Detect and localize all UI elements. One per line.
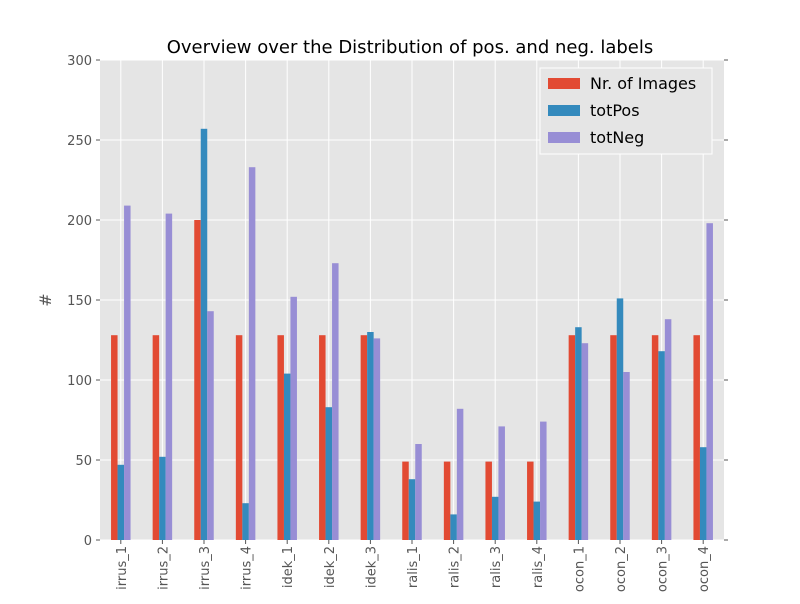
x-tick-label: ralis_3 xyxy=(489,546,504,588)
y-tick-label: 200 xyxy=(67,214,92,229)
bar-1 xyxy=(527,461,534,540)
bar-1 xyxy=(319,335,326,540)
bar-2 xyxy=(699,447,707,540)
bar-1 xyxy=(651,335,659,540)
bar-3 xyxy=(581,343,589,540)
x-tick-label: ocon_1 xyxy=(572,546,587,592)
x-tick-label: ocon_2 xyxy=(614,546,629,592)
bar-2 xyxy=(533,501,541,540)
bar-3 xyxy=(664,319,672,540)
legend: Nr. of Images totPos totNeg xyxy=(539,67,713,155)
bar-3 xyxy=(540,421,547,540)
bar-2 xyxy=(658,351,665,540)
x-tick-label: irrus_2 xyxy=(156,546,171,590)
bar-1 xyxy=(277,335,284,540)
bar-1 xyxy=(152,335,160,540)
y-tick-label: 50 xyxy=(75,454,92,469)
x-axis: irrus_1 irrus_2 irrus_3 irrus_4 idek_1 idek_2… xyxy=(115,540,712,592)
bar-3 xyxy=(373,338,381,540)
legend-label: totPos xyxy=(590,101,640,120)
x-tick-label: irrus_1 xyxy=(115,546,130,590)
chart-title: Overview over the Distribution of pos. a… xyxy=(167,37,654,58)
bars xyxy=(111,128,713,541)
bar-3 xyxy=(207,311,214,540)
bar-1 xyxy=(443,461,451,540)
x-tick-label: irrus_3 xyxy=(198,546,213,590)
bar-2 xyxy=(242,503,249,540)
bar-3 xyxy=(415,444,422,540)
y-axis: 0 50 100 150 200 250 300 xyxy=(67,54,728,549)
bar-3 xyxy=(165,213,173,540)
legend-swatch xyxy=(548,78,580,89)
x-tick-label: irrus_4 xyxy=(240,546,255,590)
legend-swatch xyxy=(548,105,580,116)
bar-2 xyxy=(450,514,457,540)
bar-3 xyxy=(498,426,505,540)
bar-1 xyxy=(235,335,243,540)
y-tick-label: 0 xyxy=(84,534,92,549)
bar-3 xyxy=(332,263,339,540)
bar-1 xyxy=(111,335,118,540)
legend-label: totNeg xyxy=(590,128,644,147)
x-tick-label: idek_1 xyxy=(281,546,296,588)
y-axis-label: # xyxy=(36,293,55,306)
bar-2 xyxy=(117,464,125,540)
legend-label: Nr. of Images xyxy=(590,74,696,93)
x-tick-label: ocon_3 xyxy=(656,546,671,592)
bar-1 xyxy=(194,220,201,540)
bar-1 xyxy=(568,335,576,540)
bar-2 xyxy=(616,298,624,540)
x-tick-label: idek_2 xyxy=(323,546,338,588)
bar-2 xyxy=(159,456,166,540)
bar-3 xyxy=(706,223,713,540)
bar-2 xyxy=(575,327,582,540)
bar-3 xyxy=(248,167,256,540)
x-tick-label: idek_3 xyxy=(364,546,379,588)
x-tick-label: ralis_2 xyxy=(448,546,463,588)
y-tick-label: 300 xyxy=(67,54,92,69)
bar-1 xyxy=(360,335,368,540)
bar-1 xyxy=(485,461,492,540)
bar-1 xyxy=(693,335,700,540)
x-tick-label: ocon_4 xyxy=(697,546,712,592)
y-tick-label: 100 xyxy=(67,374,92,389)
bar-3 xyxy=(124,205,131,540)
bar-2 xyxy=(408,479,416,540)
bar-3 xyxy=(290,296,297,540)
bar-2 xyxy=(325,407,333,540)
bar-3 xyxy=(456,408,464,540)
bar-1 xyxy=(610,335,617,540)
y-tick-label: 150 xyxy=(67,294,92,309)
bar-2 xyxy=(283,373,291,540)
legend-swatch xyxy=(548,132,580,143)
x-tick-label: ralis_4 xyxy=(531,546,546,588)
bar-1 xyxy=(402,461,409,540)
y-tick-label: 250 xyxy=(67,134,92,149)
bar-3 xyxy=(623,372,630,540)
x-tick-label: ralis_1 xyxy=(406,546,421,588)
bar-2 xyxy=(200,128,208,541)
bar-2 xyxy=(367,332,374,540)
bar-2 xyxy=(491,496,499,540)
